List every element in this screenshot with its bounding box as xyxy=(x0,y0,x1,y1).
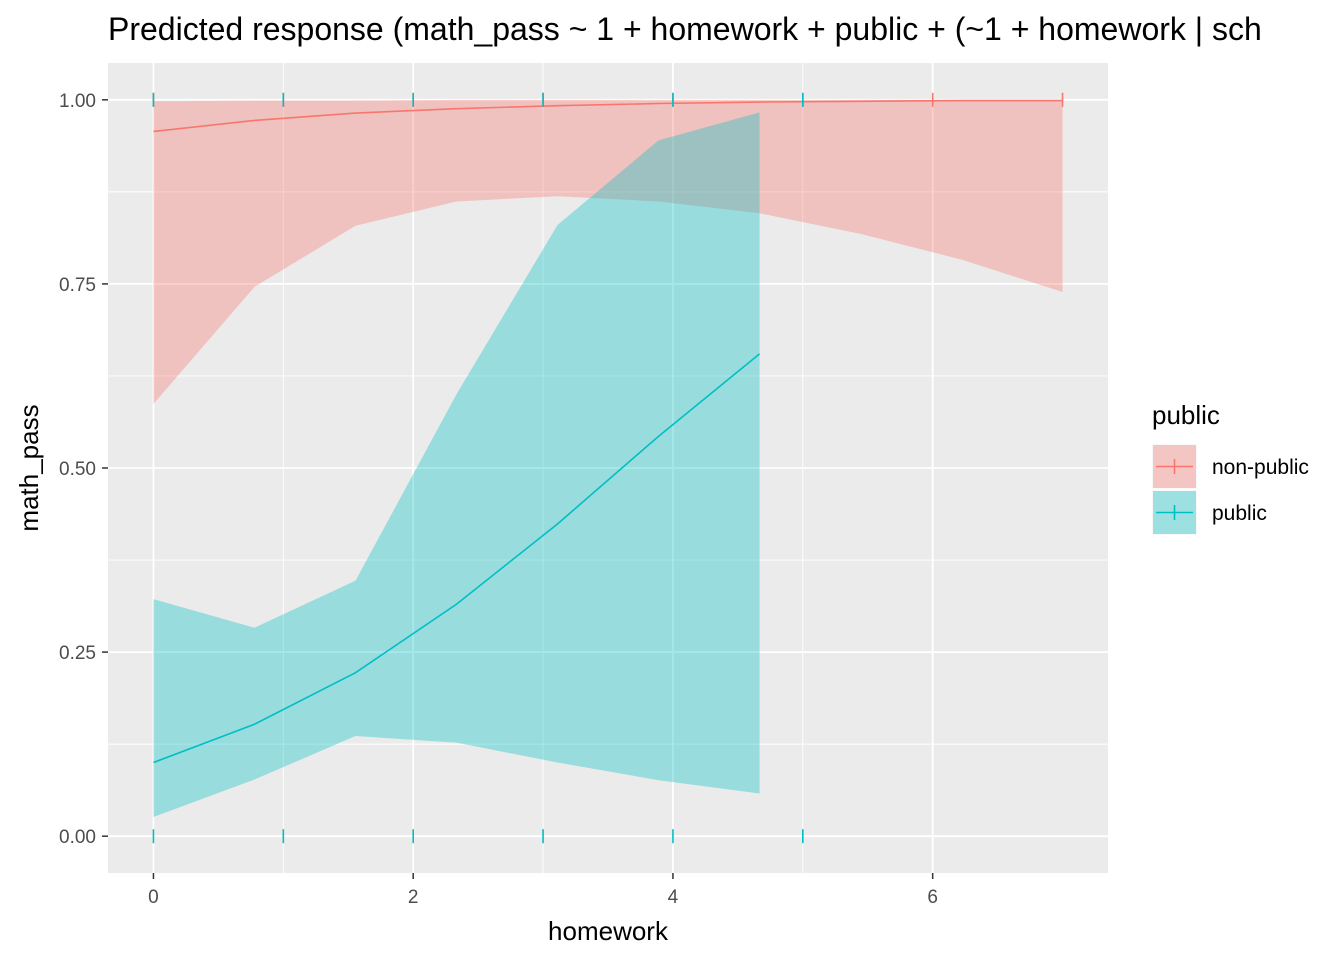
x-tick-label: 0 xyxy=(148,887,159,908)
y-tick-label: 0.00 xyxy=(59,827,96,848)
grid-major xyxy=(108,63,1108,873)
x-tick-label: 4 xyxy=(668,887,679,908)
ribbons xyxy=(153,99,1063,818)
y-tick-label: 1.00 xyxy=(59,91,96,112)
y-axis-title: math_pass xyxy=(14,404,44,531)
ribbon-public xyxy=(153,112,760,818)
x-tick-label: 2 xyxy=(408,887,419,908)
x-tick-label: 6 xyxy=(927,887,938,908)
legend-label-non-public: non-public xyxy=(1212,456,1309,479)
line-non-public xyxy=(153,99,1063,133)
line-public xyxy=(153,353,761,764)
y-axis: 0.00 0.25 0.50 0.75 1.00 xyxy=(59,91,108,848)
y-tick-label: 0.75 xyxy=(59,275,96,296)
x-axis-title: homework xyxy=(548,916,669,946)
legend: public non-public public xyxy=(1151,400,1309,536)
rug-marks xyxy=(152,92,1064,844)
y-tick-label: 0.25 xyxy=(59,643,96,664)
legend-title: public xyxy=(1152,400,1220,430)
x-axis: 0 2 4 6 xyxy=(148,873,938,908)
chart-title: Predicted response (math_pass ~ 1 + home… xyxy=(108,11,1262,47)
y-tick-label: 0.50 xyxy=(59,459,96,480)
series-lines xyxy=(153,99,1063,764)
ribbon-non-public xyxy=(153,99,1063,404)
legend-label-public: public xyxy=(1212,502,1267,525)
